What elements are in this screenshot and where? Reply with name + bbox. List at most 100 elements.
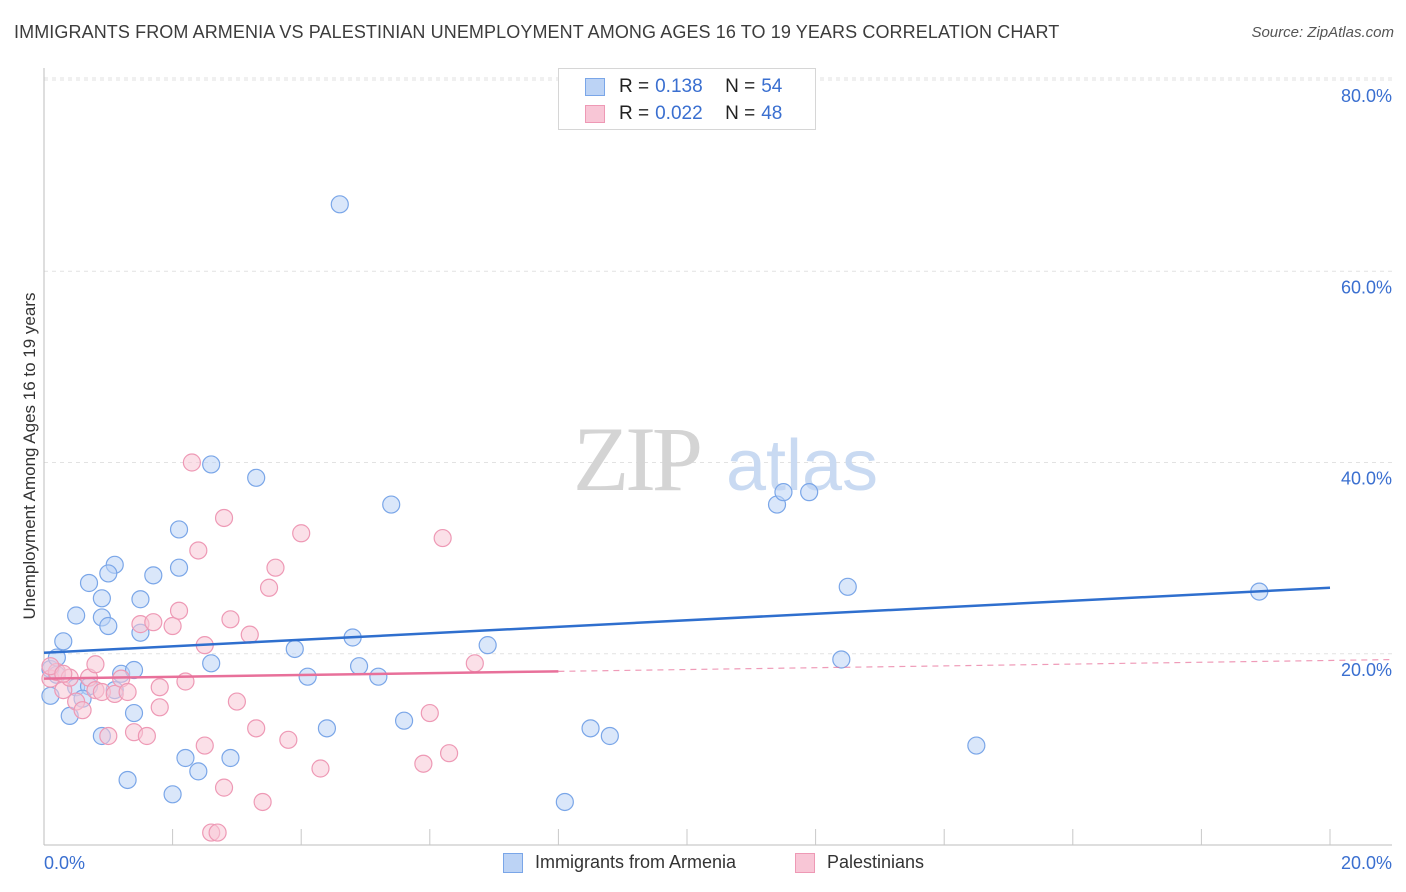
data-point <box>169 558 189 577</box>
data-point <box>150 698 169 717</box>
data-point <box>54 664 73 683</box>
data-point <box>124 703 144 723</box>
data-point <box>54 632 73 651</box>
data-point <box>240 625 259 644</box>
data-point <box>144 613 163 632</box>
data-point <box>227 692 246 711</box>
data-point <box>253 792 272 812</box>
gridlines <box>44 77 1392 655</box>
data-points <box>41 195 1269 842</box>
bottom-legend-swatch-pink <box>795 852 815 873</box>
data-point <box>86 655 105 674</box>
trend-lines <box>43 586 1392 680</box>
data-point <box>420 703 439 723</box>
bottom-legend-label: Palestinians <box>827 852 925 872</box>
data-point <box>465 654 484 673</box>
data-point <box>118 682 137 702</box>
data-point <box>137 726 156 746</box>
data-point <box>189 762 208 781</box>
bottom-legend-palestinians: Palestinians <box>795 852 924 873</box>
data-point <box>581 719 600 738</box>
data-point <box>202 654 221 673</box>
data-point <box>832 650 851 669</box>
data-point <box>79 573 99 593</box>
bottom-legend-armenia: Immigrants from Armenia <box>503 852 736 873</box>
data-point <box>99 564 118 583</box>
data-point <box>99 726 118 746</box>
data-point <box>144 566 163 585</box>
data-point <box>311 759 330 778</box>
legend-row-armenia: R = 0.138 N = 54 <box>585 76 782 98</box>
data-point <box>176 748 195 768</box>
data-point <box>285 639 304 659</box>
data-point <box>394 711 414 730</box>
data-point <box>349 657 369 676</box>
data-point <box>433 528 452 548</box>
legend-r-label: R = <box>619 76 650 97</box>
series-palestinians <box>41 453 484 842</box>
data-point <box>292 524 311 543</box>
data-point <box>195 736 214 755</box>
data-point <box>221 610 240 629</box>
source-note: Source: ZipAtlas.com <box>1251 24 1394 41</box>
data-point <box>99 616 118 636</box>
data-point <box>439 744 459 763</box>
data-point <box>247 719 266 738</box>
chart-title: IMMIGRANTS FROM ARMENIA VS PALESTINIAN U… <box>14 22 1060 42</box>
data-point <box>838 577 857 596</box>
data-point <box>169 520 189 539</box>
trend-line-palestinians <box>43 670 559 680</box>
trend-line-extension-palestinians <box>558 658 1392 672</box>
legend-swatch-blue <box>585 78 605 96</box>
legend-n-value: 48 <box>761 103 783 124</box>
x-tick-label: 0.0% <box>44 853 85 873</box>
data-point <box>247 468 266 487</box>
data-point <box>214 778 234 797</box>
data-point <box>414 754 433 773</box>
data-point <box>208 823 227 842</box>
data-point <box>967 736 986 755</box>
data-point <box>221 748 240 768</box>
legend-r-value: 0.138 <box>655 76 703 97</box>
y-tick-label: 60.0% <box>1341 277 1392 297</box>
x-tick-label: 20.0% <box>1341 853 1392 873</box>
tick-labels: 20.0% 40.0% 60.0% 80.0% 0.0% 20.0% <box>44 86 1392 873</box>
legend-r-label: R = <box>619 103 650 124</box>
data-point <box>163 785 182 804</box>
data-point <box>67 606 86 625</box>
data-point <box>369 667 388 686</box>
watermark-zip: ZIP <box>573 408 700 510</box>
y-tick-label: 80.0% <box>1341 86 1392 106</box>
data-point <box>169 601 189 620</box>
data-point <box>266 558 285 577</box>
data-point <box>202 455 221 474</box>
data-point <box>382 495 401 514</box>
legend-swatch-pink <box>585 105 605 123</box>
data-point <box>131 590 150 609</box>
data-point <box>600 726 619 746</box>
legend-n-value: 54 <box>761 76 783 97</box>
legend-n-label: N = <box>725 103 756 124</box>
y-tick-label: 20.0% <box>1341 660 1392 680</box>
data-point <box>73 701 92 720</box>
legend-r-value: 0.022 <box>655 103 703 124</box>
axes <box>43 68 1392 846</box>
data-point <box>298 667 317 686</box>
data-point <box>118 770 137 790</box>
data-point <box>279 730 298 749</box>
data-point <box>800 483 819 502</box>
data-point <box>478 636 497 655</box>
bottom-legend-swatch-blue <box>503 852 523 873</box>
y-tick-label: 40.0% <box>1341 469 1392 489</box>
trend-line-armenia <box>43 586 1331 655</box>
data-point <box>189 541 208 560</box>
watermark: ZIP atlas <box>573 408 878 510</box>
data-point <box>317 719 337 738</box>
data-point <box>214 508 234 528</box>
data-point <box>163 616 182 636</box>
legend: R = 0.138 N = 54 R = 0.022 N = 48 <box>558 68 816 130</box>
bottom-legend-label: Immigrants from Armenia <box>535 852 737 872</box>
data-point <box>555 792 574 812</box>
legend-n-label: N = <box>725 76 756 97</box>
